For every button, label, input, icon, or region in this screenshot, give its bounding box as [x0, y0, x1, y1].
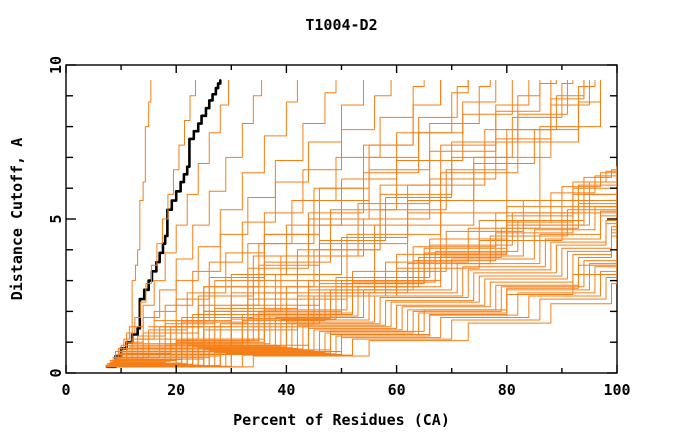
curve-model-018 [126, 79, 585, 349]
curve-model-048 [113, 187, 617, 362]
x-tick-label: 40 [277, 381, 295, 399]
curve-model-008 [112, 79, 392, 359]
curve-model-003 [106, 79, 230, 365]
curve-model-004 [109, 79, 263, 363]
x-tick-label: 60 [388, 381, 406, 399]
curve-model-055 [153, 79, 442, 322]
curve-model-053 [142, 79, 497, 334]
y-tick-label: 0 [47, 368, 65, 377]
x-tick-label: 80 [498, 381, 516, 399]
curve-model-040 [105, 270, 617, 368]
curve-model-019 [128, 79, 596, 348]
curve-model-001 [105, 79, 152, 366]
curve-model-031 [107, 215, 617, 366]
x-tick-label: 100 [603, 381, 630, 399]
curve-model-049 [113, 184, 617, 361]
curve-model-045 [123, 166, 617, 354]
curve-model-039 [105, 261, 617, 368]
curve-model-059 [108, 258, 617, 367]
curve-model-054 [148, 79, 469, 328]
y-tick-label: 10 [47, 56, 65, 74]
curve-model-041 [115, 172, 617, 360]
curve-model-016 [123, 79, 557, 352]
curve-model-052 [137, 79, 552, 340]
curve-model-056 [126, 79, 574, 349]
x-tick-label: 20 [167, 381, 185, 399]
curve-model-051 [131, 79, 601, 345]
curves-group [105, 79, 617, 369]
curve-target-model [106, 79, 222, 369]
y-tick-label: 5 [47, 214, 65, 223]
chart-title: T1004-D2 [305, 16, 377, 34]
curve-model-028 [109, 204, 617, 365]
y-axis-label: Distance Cutoff, A [8, 138, 26, 301]
curve-model-058 [117, 79, 590, 355]
curve-model-046 [112, 193, 617, 363]
curve-model-050 [115, 183, 617, 360]
curve-model-060 [108, 247, 617, 367]
curve-model-057 [120, 79, 585, 352]
curve-model-002 [106, 79, 196, 365]
curve-model-035 [106, 236, 617, 367]
ticks-group [65, 64, 618, 374]
x-tick-label: 0 [61, 381, 70, 399]
x-axis-label: Percent of Residues (CA) [233, 411, 450, 429]
